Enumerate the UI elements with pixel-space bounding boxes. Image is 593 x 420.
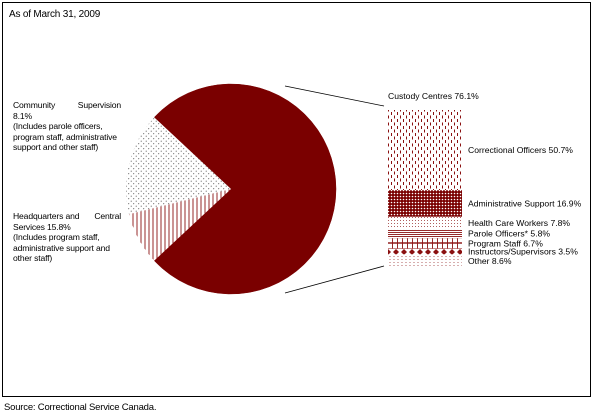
source-note: Source: Correctional Service Canada. bbox=[4, 402, 157, 413]
bar-segment-program-staff bbox=[388, 238, 462, 249]
chart-frame bbox=[2, 2, 591, 397]
bar-label-administrative-support: Administrative Support 16.9% bbox=[468, 198, 582, 208]
pie-slice-headquarters bbox=[126, 117, 231, 215]
label-hq-note: (Includes program staff, administrative … bbox=[13, 232, 110, 264]
bar-segment-parole-officers bbox=[388, 229, 462, 239]
bar-label-health-care-workers: Health Care Workers 7.8% bbox=[468, 218, 570, 228]
connector-line-top bbox=[284, 85, 385, 107]
bar-label-instructors-supervisors: Instructors/Supervisors 3.5% bbox=[468, 247, 578, 257]
label-community-value: 8.1% bbox=[13, 110, 32, 121]
bar-label-parole-officers: Parole Officers* 5.8% bbox=[468, 229, 550, 239]
bar-segment-other bbox=[388, 254, 462, 268]
bar-label-other: Other 8.6% bbox=[468, 256, 512, 266]
connector-line-bottom bbox=[284, 265, 385, 294]
pie-chart bbox=[126, 83, 337, 295]
bar-label-program-staff: Program Staff 6.7% bbox=[468, 239, 543, 249]
bar-segment-administrative-support bbox=[388, 190, 462, 217]
label-community-supervision: Community Supervision 8.1% (Includes paro… bbox=[13, 100, 121, 153]
breakdown-bar bbox=[388, 110, 462, 268]
date-note: As of March 31, 2009 bbox=[9, 9, 101, 20]
label-headquarters: Headquarters and Central Services 15.8% (… bbox=[13, 211, 121, 264]
label-community-title: Community Supervision bbox=[13, 100, 121, 110]
pie-slice-custody-centres bbox=[153, 83, 337, 295]
label-hq-title-cont: Services 15.8% bbox=[13, 221, 71, 232]
bar-segment-health-care-workers bbox=[388, 216, 462, 230]
bar-label-correctional-officers: Correctional Officers 50.7% bbox=[468, 145, 573, 155]
label-hq-title: Headquarters and Central bbox=[13, 211, 121, 221]
label-community-note: (Includes parole officers, program staff… bbox=[13, 121, 117, 153]
breakdown-title: Custody Centres 76.1% bbox=[388, 91, 479, 101]
breakdown-labels: Correctional Officers 50.7% Administrativ… bbox=[468, 145, 582, 266]
bar-segment-instructors-supervisors bbox=[388, 248, 462, 255]
pie-slice-community-supervision bbox=[129, 189, 231, 261]
bar-segment-correctional-officers bbox=[388, 110, 462, 191]
